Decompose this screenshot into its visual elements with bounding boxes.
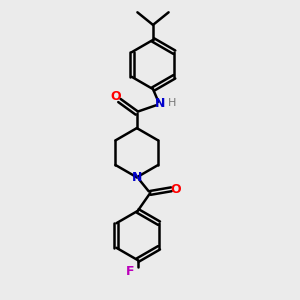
Text: H: H xyxy=(168,98,176,109)
Text: O: O xyxy=(110,90,121,104)
Text: F: F xyxy=(126,265,134,278)
Text: N: N xyxy=(132,171,142,184)
Text: N: N xyxy=(154,97,165,110)
Text: O: O xyxy=(170,183,181,196)
